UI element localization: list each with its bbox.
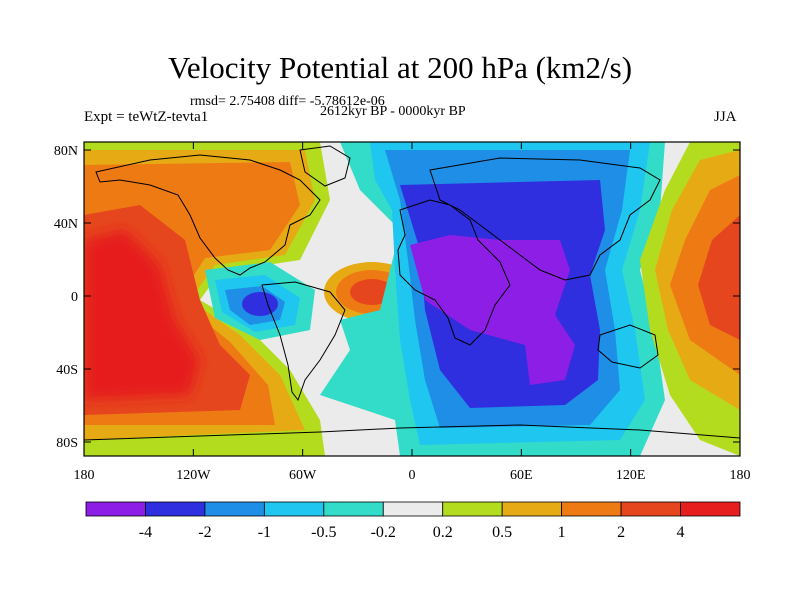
colorbar-label: -4	[139, 524, 152, 541]
colorbar-label: 0.2	[433, 524, 453, 541]
colorbar-label: -1	[258, 524, 271, 541]
colorbar-label: -2	[198, 524, 211, 541]
australia-coastline	[597, 324, 659, 369]
colorbar-swatch	[442, 501, 503, 517]
colorbar-swatch	[323, 501, 384, 517]
negative-core-central-america	[242, 292, 278, 316]
south-america-coastline	[261, 281, 346, 402]
colorbar-label: -0.2	[371, 524, 396, 541]
lon-tick-label: 180	[74, 468, 95, 483]
colorbar-swatch	[263, 501, 325, 517]
colorbar-swatch	[501, 501, 563, 517]
colorbar-label: -0.5	[311, 524, 336, 541]
colorbar-swatch	[85, 501, 146, 517]
period-label: 2612kyr BP - 0000kyr BP	[320, 104, 466, 119]
lon-tick-label: 120E	[616, 468, 646, 483]
colorbar-swatch	[561, 501, 622, 517]
positive-anomaly-west-5	[84, 230, 200, 400]
lon-tick-label: 60W	[289, 468, 317, 483]
north-america-coastline	[95, 154, 321, 276]
coastlines	[84, 145, 740, 441]
lon-tick-label: 180	[730, 468, 751, 483]
colorbar-swatch	[204, 501, 265, 517]
colorbar-label: 1	[558, 524, 566, 541]
greenland-coastline	[299, 145, 351, 187]
lat-tick-label: 80N	[54, 144, 78, 159]
colorbar-swatch	[620, 501, 681, 517]
lat-tick-label: 80S	[56, 436, 78, 451]
lat-tick-label: 0	[71, 290, 78, 305]
asia-coastline	[429, 157, 661, 281]
lon-tick-label: 60E	[510, 468, 533, 483]
europe-africa-coastline	[397, 199, 511, 346]
colorbar-swatch	[680, 501, 741, 517]
lon-tick-label: 0	[409, 468, 416, 483]
chart-title: Velocity Potential at 200 hPa (km2/s)	[167, 50, 633, 85]
antarctica-coastline	[84, 424, 740, 441]
colorbar-label: 2	[617, 524, 625, 541]
colorbar-swatch	[145, 501, 206, 517]
axes: 80N 40N 0 40S 80S 180 120W 60W 0 60E 120E 180	[54, 142, 751, 483]
lat-tick-label: 40S	[56, 363, 78, 378]
colorbar: -4 -2 -1 -0.5 -0.2 0.2 0.5 1 2 4	[85, 501, 741, 541]
colorbar-label: 0.5	[492, 524, 512, 541]
experiment-label: Expt = teWtZ-tevta1	[84, 109, 209, 125]
positive-anomaly-east-pacific-4	[698, 215, 740, 340]
lat-tick-label: 40N	[54, 217, 78, 232]
colorbar-swatch	[382, 501, 444, 517]
season-label: JJA	[714, 109, 737, 125]
lon-tick-label: 120W	[176, 468, 211, 483]
stats-text: rmsd= 2.75408 diff= -5.78612e-06	[190, 94, 385, 109]
contour-field	[84, 142, 740, 456]
colorbar-label: 4	[677, 524, 685, 541]
